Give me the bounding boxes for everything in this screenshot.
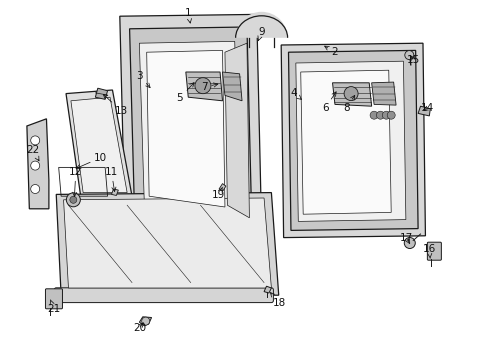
Text: 10: 10 [76,153,107,168]
Text: 8: 8 [342,95,354,113]
Polygon shape [222,72,242,101]
Text: 18: 18 [270,293,286,308]
Circle shape [386,111,394,119]
Circle shape [382,111,389,119]
Polygon shape [288,50,417,230]
Polygon shape [264,286,271,293]
Text: 16: 16 [422,244,435,258]
Text: 12: 12 [69,167,82,197]
Wedge shape [235,12,287,38]
FancyBboxPatch shape [45,289,62,309]
Circle shape [376,111,384,119]
Polygon shape [139,41,239,214]
Text: 22: 22 [26,145,40,161]
Circle shape [404,50,413,59]
Polygon shape [224,43,249,218]
Text: 2: 2 [324,46,338,57]
Polygon shape [120,14,261,229]
Text: 7: 7 [201,82,218,92]
Text: 11: 11 [104,167,118,192]
Circle shape [142,317,149,325]
Polygon shape [27,119,49,209]
Text: 20: 20 [133,323,145,333]
Polygon shape [56,193,278,295]
Text: 21: 21 [47,300,61,314]
Text: 17: 17 [399,233,413,244]
Polygon shape [185,72,222,101]
Polygon shape [332,83,371,106]
Circle shape [31,184,40,193]
Polygon shape [71,97,127,193]
Polygon shape [146,50,224,207]
Polygon shape [63,198,271,288]
Polygon shape [295,61,405,221]
Polygon shape [219,184,225,191]
Polygon shape [129,27,251,223]
Polygon shape [417,106,429,116]
Text: 5: 5 [176,83,194,103]
FancyBboxPatch shape [54,288,273,303]
Circle shape [66,193,80,207]
Circle shape [344,87,357,100]
Text: 6: 6 [321,92,335,113]
Circle shape [70,196,77,203]
Text: 14: 14 [420,103,434,113]
Circle shape [404,238,414,248]
Polygon shape [371,82,395,105]
Polygon shape [95,88,107,99]
Circle shape [31,136,40,145]
Text: 4: 4 [289,88,301,99]
Text: 19: 19 [211,187,225,200]
Circle shape [31,161,40,170]
Text: 1: 1 [184,8,191,23]
Circle shape [195,78,210,94]
Polygon shape [111,189,118,195]
Polygon shape [66,90,132,196]
FancyBboxPatch shape [427,242,441,260]
Text: 15: 15 [406,55,419,66]
Polygon shape [139,317,151,326]
Text: 9: 9 [257,27,264,41]
Polygon shape [281,43,425,238]
Polygon shape [300,70,390,214]
Text: 3: 3 [136,71,150,87]
Text: 13: 13 [103,94,128,116]
Circle shape [369,111,377,119]
